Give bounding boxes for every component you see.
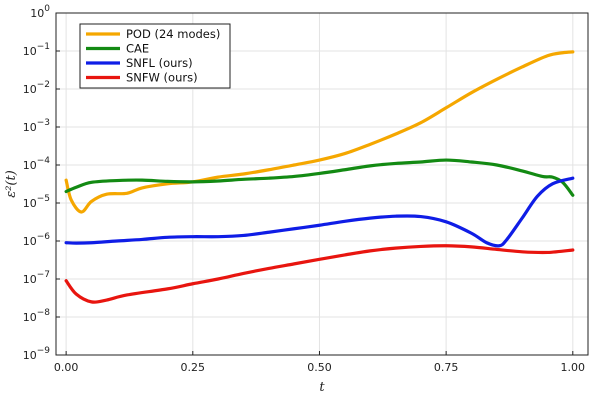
legend-label: CAE: [126, 42, 149, 56]
x-tick-label: 0.25: [181, 361, 206, 374]
y-tick-label: 10−2: [23, 80, 50, 96]
series-line-snfl-ours: [64, 176, 575, 248]
y-tick-label: 10−6: [23, 232, 51, 248]
y-axis-label: ε²(t): [4, 170, 19, 198]
y-tick-label: 10−3: [23, 118, 50, 134]
series-lines: [64, 50, 575, 304]
y-tick-label: 10−5: [23, 194, 50, 210]
legend-label: POD (24 modes): [126, 27, 220, 41]
y-tick-label: 10−7: [23, 270, 50, 286]
series-line-cae: [64, 158, 575, 197]
x-tick-label: 1.00: [561, 361, 586, 374]
y-tick-label: 10−4: [23, 156, 51, 172]
series-line-pod-24-modes: [64, 50, 575, 214]
legend-label: SNFW (ours): [126, 71, 198, 85]
y-tick-label: 100: [30, 4, 50, 20]
y-tick-label: 10−9: [23, 346, 51, 362]
x-tick-label: 0.00: [54, 361, 79, 374]
x-axis: 0.00 0.25 0.50 0.75 1.00: [54, 351, 585, 374]
y-tick-label: 10−8: [23, 308, 51, 324]
x-axis-label: t: [319, 380, 325, 395]
y-tick-label: 10−1: [23, 42, 50, 58]
y-axis: 10−9 10−8 10−7 10−6 10−5 10−4 10−3 10−2 10−1 100: [23, 4, 60, 362]
x-tick-label: 0.75: [434, 361, 459, 374]
legend-label: SNFL (ours): [126, 56, 193, 70]
series-line-snfw-ours: [64, 244, 575, 304]
x-tick-label: 0.50: [307, 361, 332, 374]
plot-frame: [55, 12, 589, 356]
